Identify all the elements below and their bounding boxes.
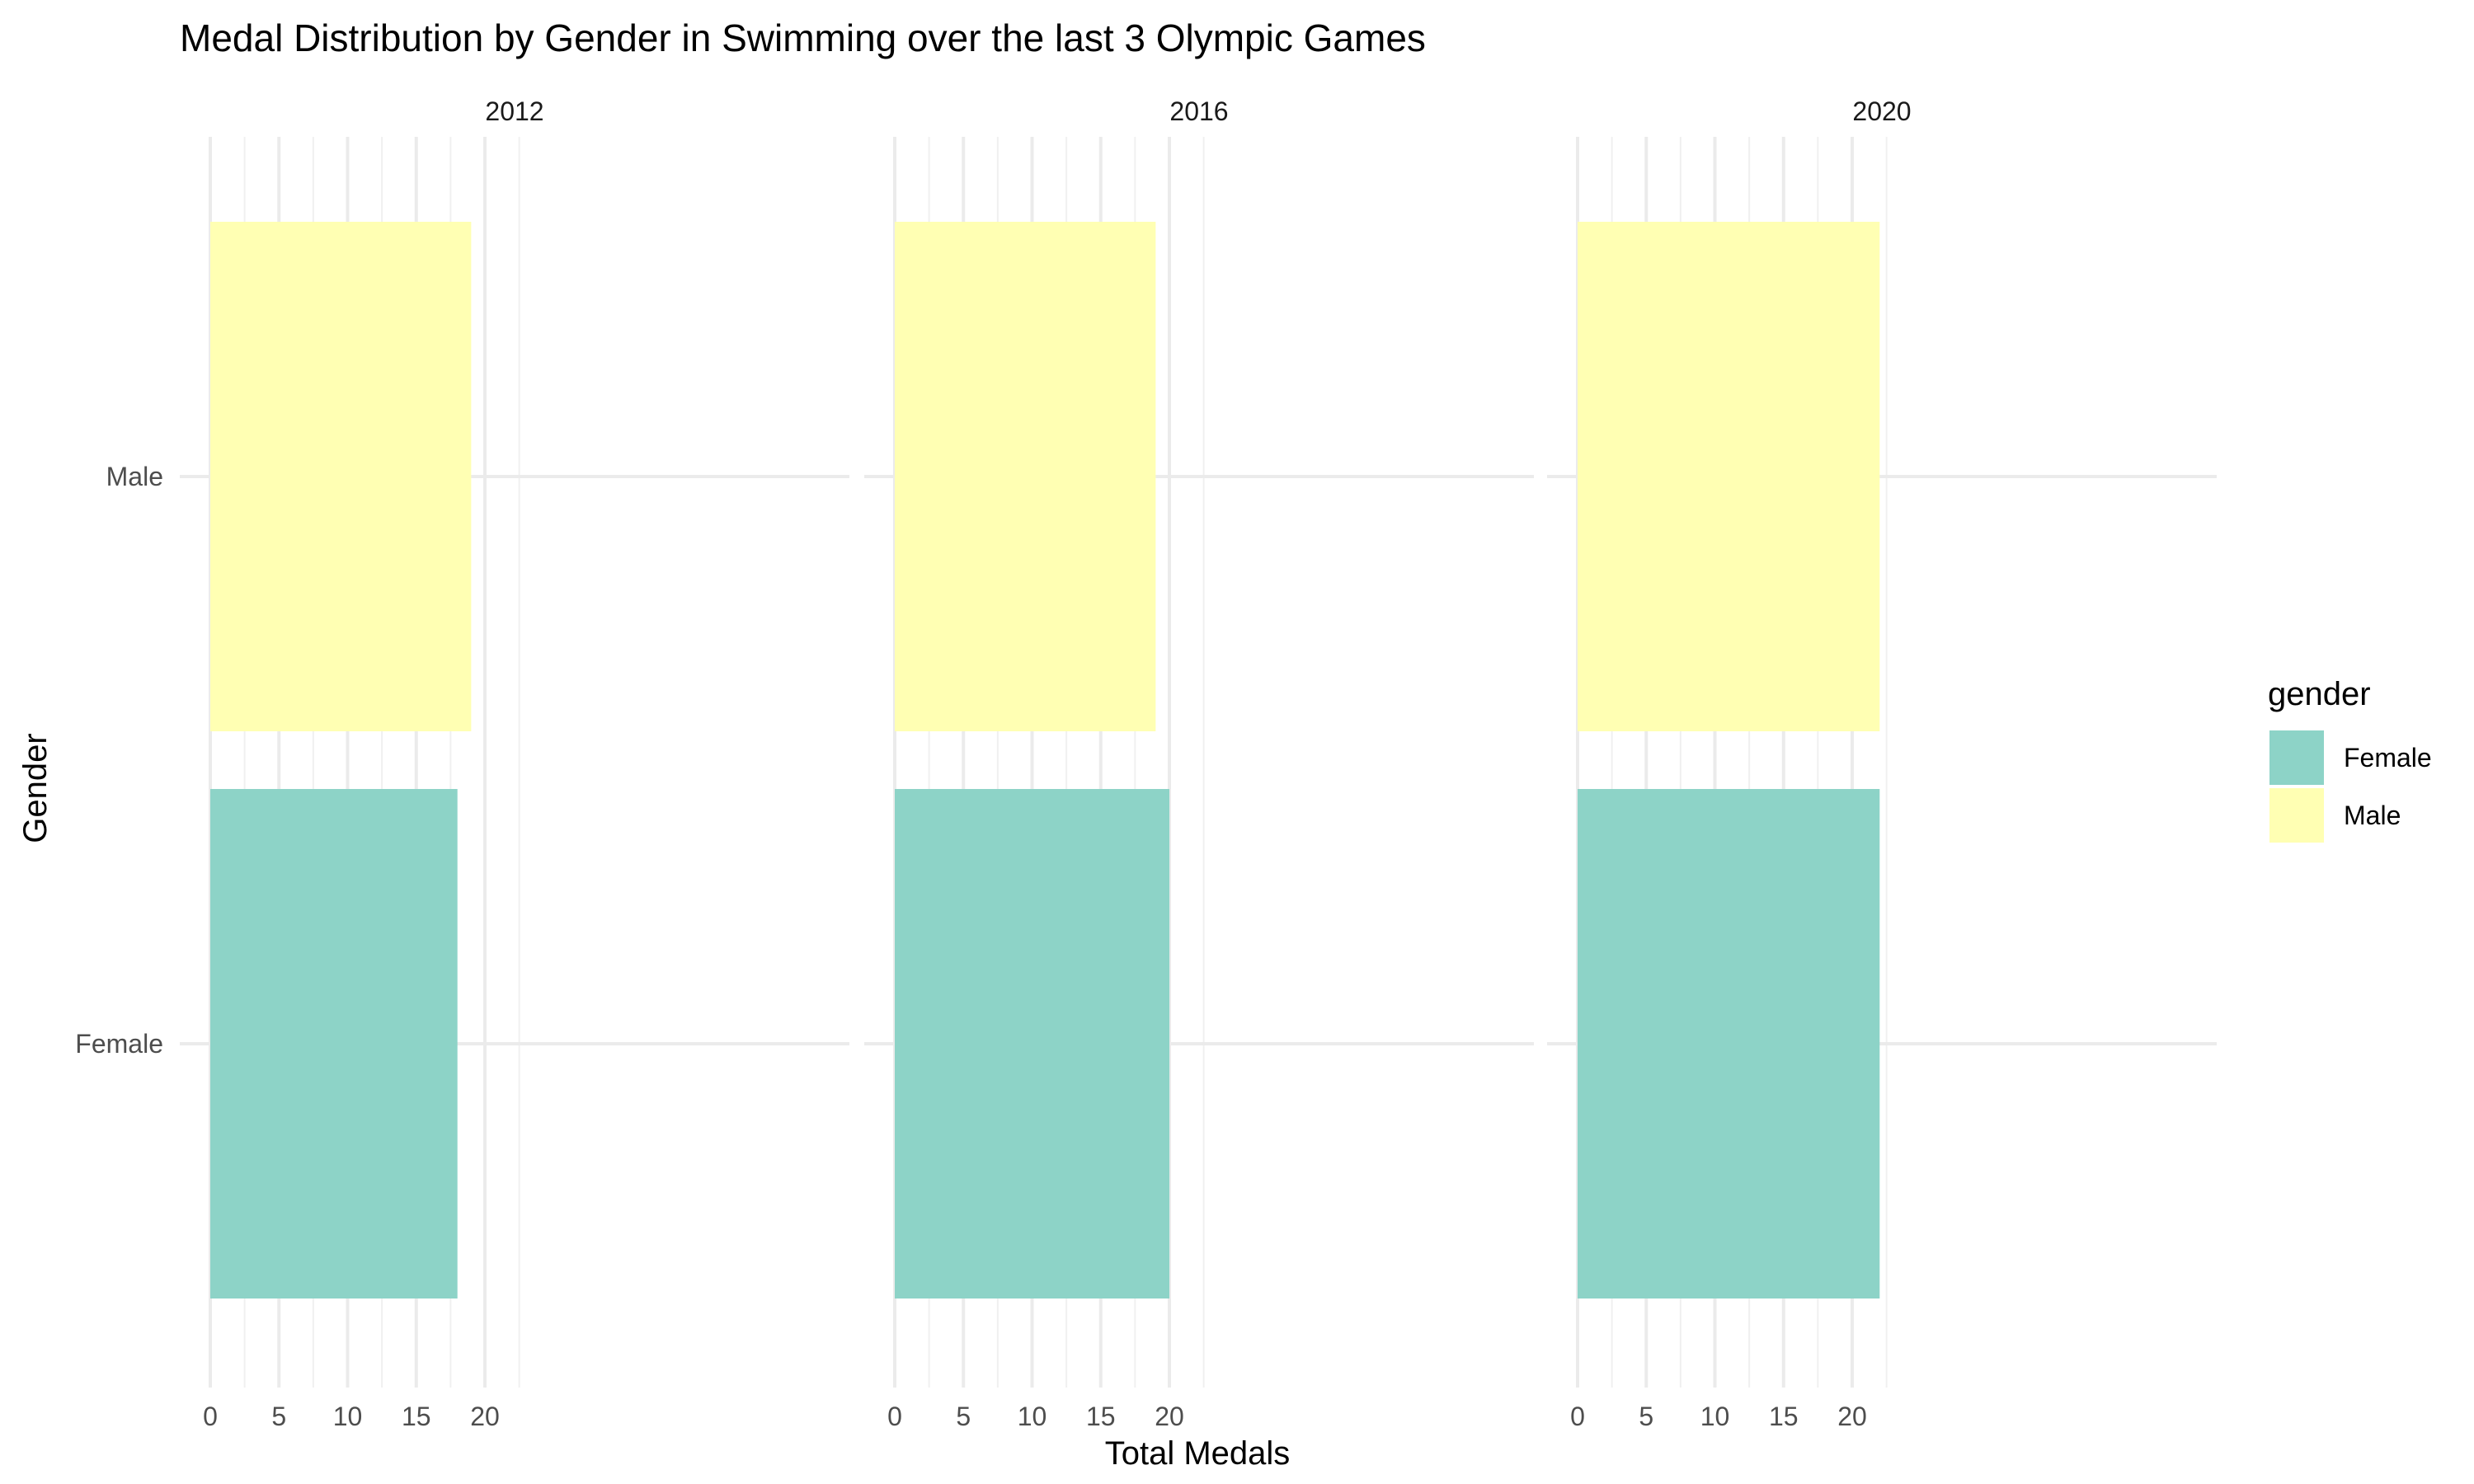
x-tick-label: 10 xyxy=(1700,1402,1730,1431)
x-tick-label: 5 xyxy=(956,1402,971,1431)
bar-2016-female xyxy=(895,789,1169,1298)
x-tick-label: 10 xyxy=(1018,1402,1047,1431)
facet-panel-2016: 2016 0 5 10 15 20 xyxy=(864,96,1534,1431)
facet-panel-2012: 2012 0 5 10 15 20 xyxy=(180,96,849,1431)
bar-2020-female xyxy=(1578,789,1880,1298)
legend-label-female: Female xyxy=(2344,743,2432,773)
x-tick-label: 10 xyxy=(333,1402,363,1431)
chart-title: Medal Distribution by Gender in Swimming… xyxy=(180,16,1426,59)
x-tick-label: 15 xyxy=(402,1402,431,1431)
x-axis-title: Total Medals xyxy=(1105,1435,1291,1472)
x-tick-label: 15 xyxy=(1769,1402,1799,1431)
legend-label-male: Male xyxy=(2344,801,2401,830)
y-axis-title: Gender xyxy=(17,733,54,843)
x-tick-label: 0 xyxy=(203,1402,218,1431)
x-tick-label: 15 xyxy=(1086,1402,1116,1431)
bar-2012-female xyxy=(210,789,458,1298)
y-tick-label-male: Male xyxy=(106,462,163,491)
y-tick-label-female: Female xyxy=(75,1029,163,1059)
bar-2016-male xyxy=(895,222,1156,731)
legend-title: gender xyxy=(2268,676,2371,712)
facet-strip-label: 2020 xyxy=(1852,96,1911,126)
x-tick-label: 20 xyxy=(1155,1402,1184,1431)
x-tick-label: 20 xyxy=(470,1402,500,1431)
legend-key-male xyxy=(2269,788,2324,843)
x-tick-label: 5 xyxy=(271,1402,286,1431)
legend: gender Female Male xyxy=(2268,676,2432,843)
bar-2020-male xyxy=(1578,222,1880,731)
facet-strip-label: 2012 xyxy=(485,96,543,126)
x-tick-label: 20 xyxy=(1837,1402,1867,1431)
facet-panel-2020: 2020 0 5 10 15 20 xyxy=(1547,96,2217,1431)
x-tick-label: 0 xyxy=(1570,1402,1585,1431)
legend-key-female xyxy=(2269,730,2324,785)
x-tick-label: 5 xyxy=(1639,1402,1653,1431)
bar-2012-male xyxy=(210,222,472,731)
facet-strip-label: 2016 xyxy=(1169,96,1228,126)
x-tick-label: 0 xyxy=(887,1402,902,1431)
